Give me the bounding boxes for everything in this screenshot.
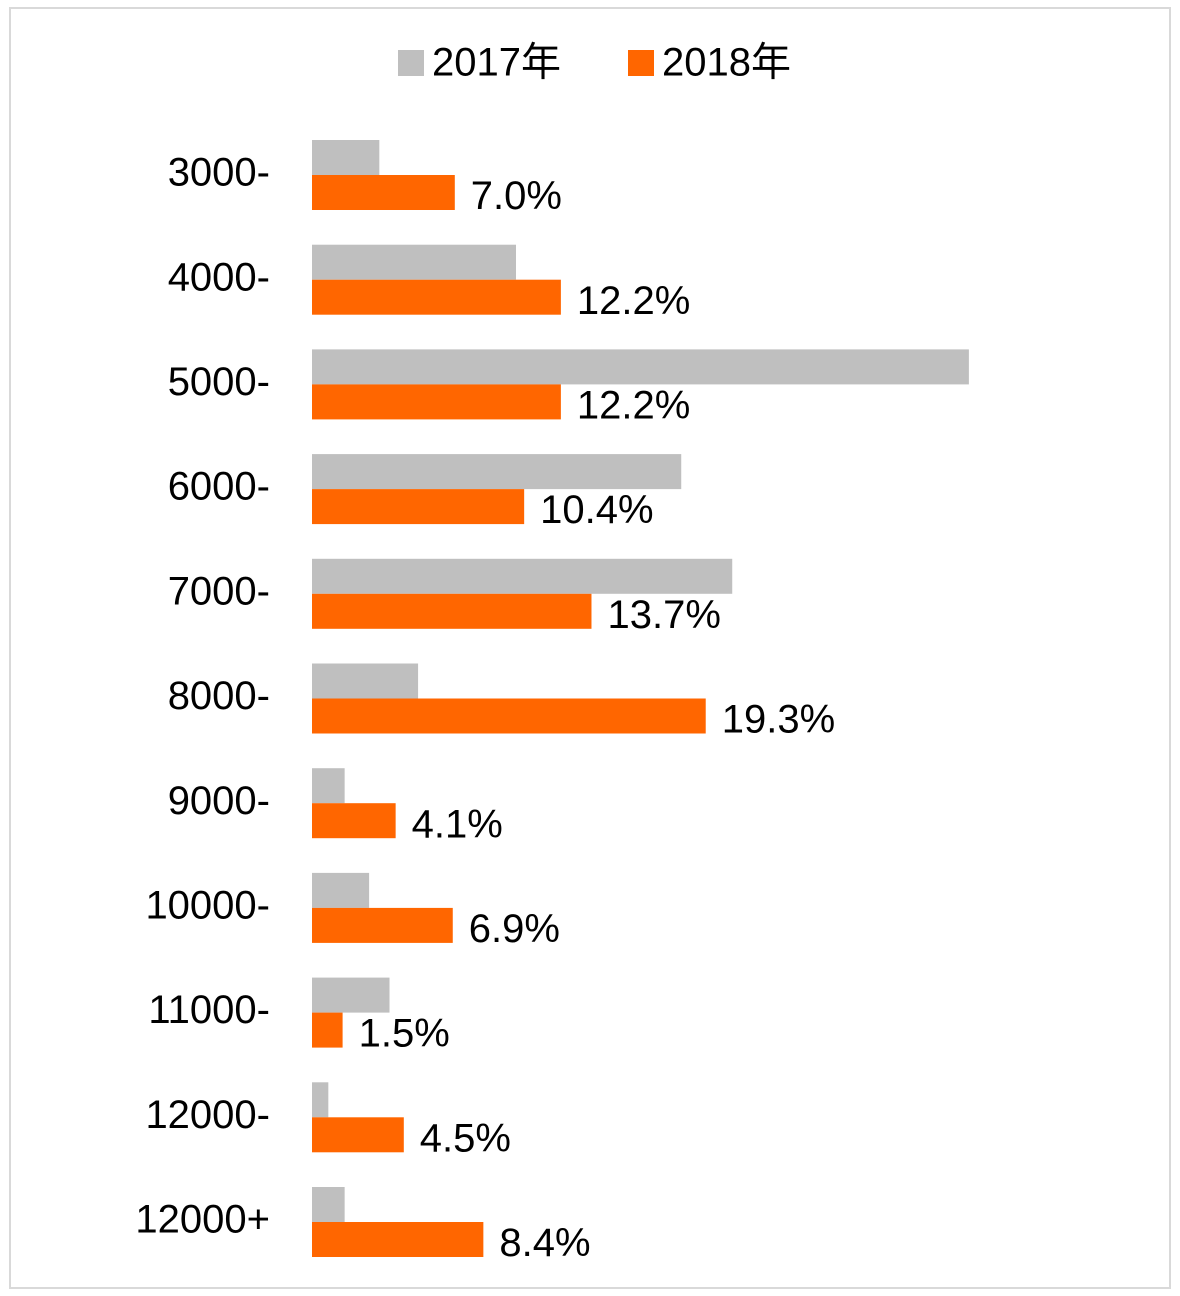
bar [312, 593, 592, 629]
value-label: 1.5% [359, 1012, 450, 1056]
bar [312, 872, 370, 908]
value-label: 13.7% [607, 593, 720, 637]
bar [312, 907, 453, 943]
category-label: 4000- [168, 255, 270, 299]
bar [312, 384, 561, 420]
bar [312, 558, 733, 594]
legend-swatch [628, 50, 654, 76]
frame [9, 7, 1171, 1289]
bar [312, 244, 516, 280]
bar [312, 1222, 484, 1257]
bar [312, 140, 380, 175]
value-label: 12.2% [577, 383, 690, 427]
legend-label: 2018年 [662, 41, 791, 85]
value-label: 4.5% [420, 1116, 511, 1160]
legend-swatch [398, 50, 424, 76]
value-label: 8.4% [499, 1221, 590, 1265]
category-label: 3000- [168, 151, 270, 195]
bar [312, 454, 682, 490]
value-label: 12.2% [577, 279, 690, 323]
value-label: 19.3% [722, 698, 835, 742]
bar [312, 279, 561, 315]
category-label: 11000- [148, 988, 270, 1032]
bar [312, 1187, 345, 1222]
category-label: 12000+ [135, 1198, 270, 1242]
bar [312, 1117, 404, 1153]
bar [312, 768, 345, 804]
bar [312, 1082, 329, 1118]
bar [312, 663, 419, 699]
value-label: 10.4% [540, 488, 653, 532]
bar [312, 803, 396, 839]
legend-label: 2017年 [432, 41, 561, 85]
value-label: 7.0% [471, 174, 562, 218]
category-label: 12000- [145, 1093, 270, 1137]
category-label: 10000- [145, 883, 270, 927]
bar [312, 489, 525, 525]
category-label: 7000- [168, 569, 270, 613]
category-label: 5000- [168, 360, 270, 404]
bar [312, 1012, 343, 1048]
bar [312, 698, 706, 734]
value-label: 6.9% [469, 907, 560, 951]
category-label: 6000- [168, 465, 270, 509]
bar [312, 175, 455, 210]
value-label: 4.1% [412, 802, 503, 846]
bar [312, 977, 390, 1013]
bar [312, 349, 969, 385]
category-label: 9000- [168, 779, 270, 823]
category-label: 8000- [168, 674, 270, 718]
